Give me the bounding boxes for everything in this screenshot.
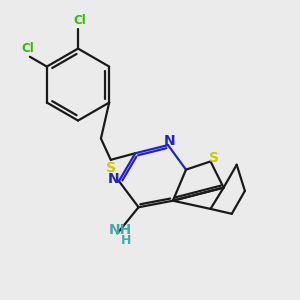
- Text: H: H: [121, 234, 132, 247]
- Text: S: S: [106, 161, 116, 176]
- Text: Cl: Cl: [22, 42, 34, 55]
- Text: N: N: [108, 172, 120, 186]
- Text: S: S: [209, 151, 219, 164]
- Text: NH: NH: [109, 223, 132, 237]
- Text: Cl: Cl: [73, 14, 86, 27]
- Text: N: N: [164, 134, 176, 148]
